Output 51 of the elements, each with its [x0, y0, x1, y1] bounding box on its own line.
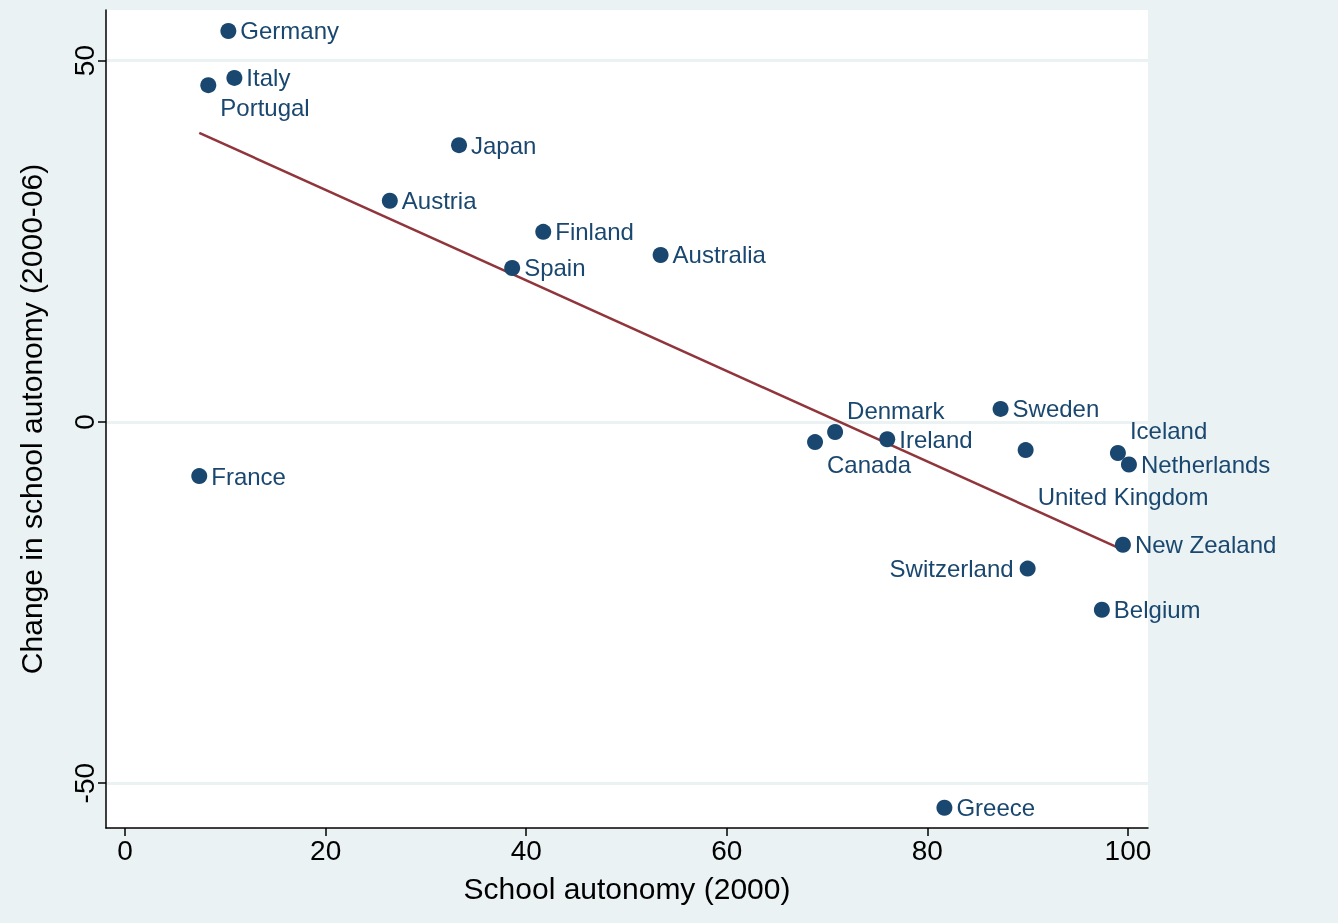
x-tick-label: 100 — [1104, 834, 1152, 866]
annotation: Denmark — [847, 396, 946, 424]
point — [1114, 536, 1131, 553]
annotation: Italy — [246, 64, 291, 92]
annotation: Netherlands — [1140, 451, 1271, 479]
point — [936, 799, 953, 816]
point — [1109, 444, 1126, 461]
annotation: Ireland — [899, 425, 973, 453]
point — [807, 434, 824, 451]
annotation: Finland — [555, 218, 634, 246]
annotation: Spain — [524, 254, 586, 282]
point — [451, 137, 468, 154]
annotation: Portugal — [220, 93, 310, 121]
x-tick-label: 80 — [911, 834, 943, 866]
y-tick-label: 50 — [68, 45, 100, 77]
x-axis-title: School autonomy (2000) — [463, 871, 791, 905]
point — [381, 192, 398, 209]
annotation: Greece — [956, 794, 1036, 822]
point — [220, 22, 237, 39]
annotation: Austria — [401, 187, 478, 215]
x-tick-label: 20 — [310, 834, 342, 866]
x-tick-label: 40 — [510, 834, 542, 866]
point — [827, 424, 844, 440]
point — [226, 69, 243, 86]
annotation: United Kingdom — [1037, 482, 1209, 510]
point — [652, 246, 669, 263]
y-tick-label: -50 — [68, 762, 100, 804]
point — [1017, 442, 1034, 459]
point — [992, 400, 1009, 417]
annotation: Canada — [827, 450, 912, 478]
x-tick-label: 0 — [117, 834, 133, 866]
annotation: Australia — [672, 241, 767, 269]
annotation: France — [211, 462, 286, 490]
point — [200, 77, 217, 94]
x-tick-label: 60 — [711, 834, 743, 866]
annotation: Sweden — [1012, 395, 1100, 423]
annotation: Japan — [471, 131, 537, 159]
point — [879, 431, 896, 448]
point — [1120, 456, 1137, 473]
point — [1093, 601, 1110, 618]
point — [1019, 560, 1036, 577]
annotation: New Zealand — [1134, 531, 1277, 559]
point — [504, 259, 521, 276]
annotation: Germany — [240, 17, 340, 45]
y-axis-title: Change in school autonomy (2000-06) — [14, 163, 48, 675]
annotation: Switzerland — [889, 555, 1014, 583]
point — [191, 468, 208, 485]
annotation: Belgium — [1113, 596, 1201, 624]
point — [535, 223, 552, 240]
annotation: Iceland — [1129, 417, 1208, 445]
y-tick-label: 0 — [68, 414, 100, 430]
